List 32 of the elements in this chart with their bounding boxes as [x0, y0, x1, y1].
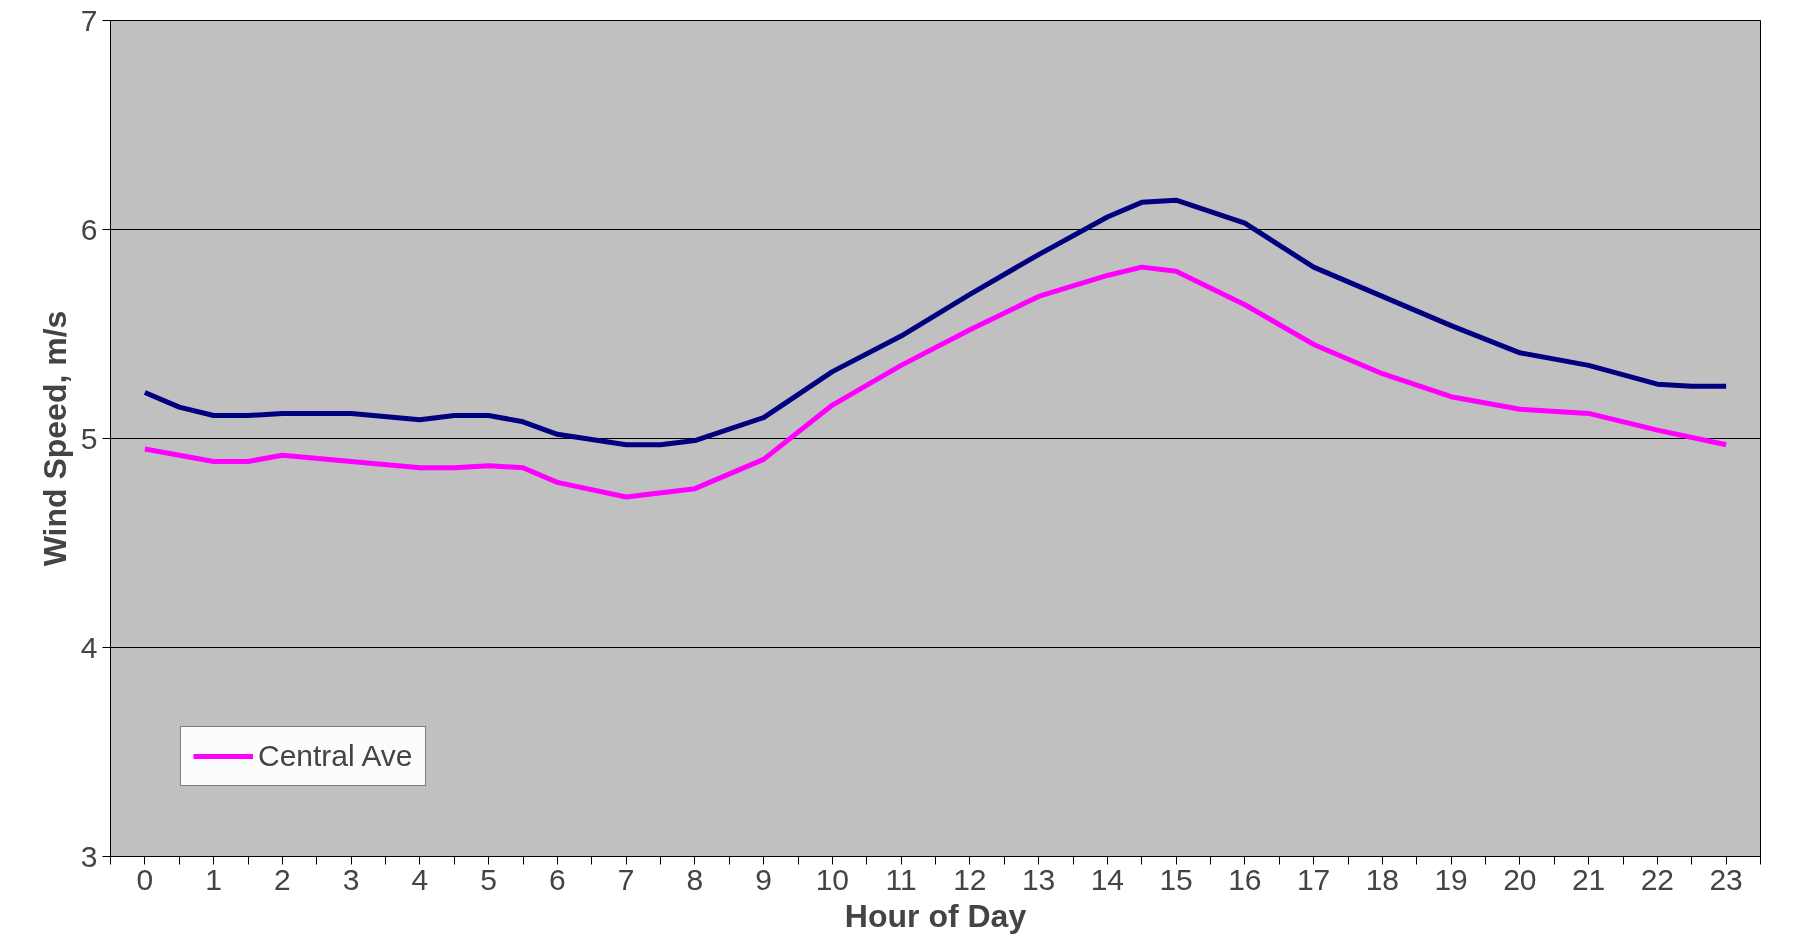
x-tick-label: 21	[1571, 862, 1606, 896]
x-tick-label: 10	[815, 862, 850, 896]
x-tick-label: 3	[342, 862, 360, 896]
x-tick-label: 16	[1228, 862, 1262, 896]
x-tick-label: 22	[1640, 862, 1675, 896]
x-tick-label: 6	[549, 862, 566, 896]
x-tick-label: 8	[686, 862, 704, 896]
x-tick-label: 15	[1159, 862, 1193, 896]
x-tick-label: 20	[1503, 862, 1537, 896]
x-tick-label: 11	[885, 862, 917, 896]
x-tick-label: 1	[205, 862, 222, 896]
x-tick-label: 18	[1365, 862, 1400, 896]
x-tick-label: 14	[1090, 862, 1125, 896]
x-tick-label: 5	[480, 862, 497, 896]
y-tick-label: 4	[80, 630, 98, 664]
x-tick-label: 12	[953, 862, 987, 896]
y-tick-label: 6	[80, 212, 98, 246]
y-tick-label: 3	[80, 839, 98, 873]
x-axis-title: Hour of Day	[844, 897, 1027, 934]
x-tick-label: 19	[1434, 862, 1468, 896]
x-tick-label: 17	[1296, 862, 1331, 896]
x-tick-label: 23	[1709, 862, 1743, 896]
x-tick-label: 2	[274, 862, 291, 896]
x-tick-label: 13	[1021, 862, 1056, 896]
y-axis-title: Wind Speed, m/s	[36, 310, 73, 567]
y-tick-label: 7	[80, 3, 98, 37]
x-tick-label: 4	[411, 862, 429, 896]
x-tick-label: 7	[617, 862, 635, 896]
x-tick-label: 9	[755, 862, 772, 896]
y-tick-label: 5	[80, 421, 98, 455]
x-tick-label: 0	[136, 862, 154, 896]
legend-label: Central Ave	[258, 739, 413, 773]
